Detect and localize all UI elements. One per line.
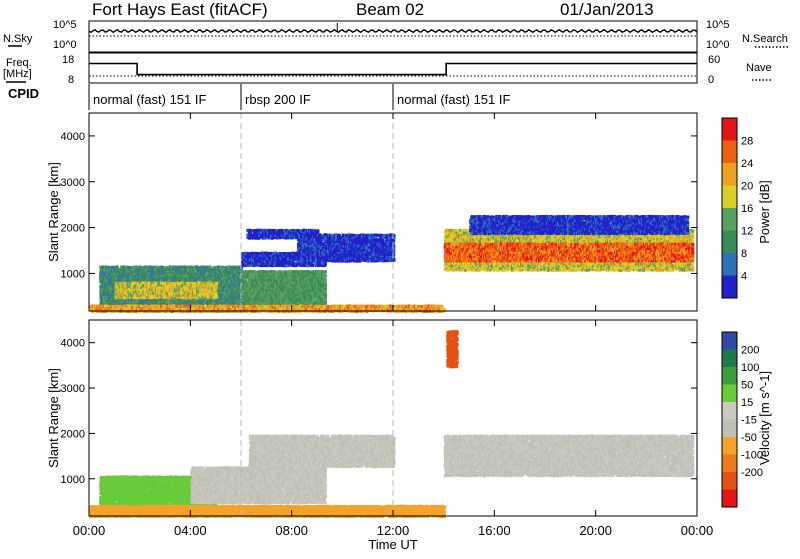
nsearch-tick-bottom: 10^0 [706, 39, 730, 51]
freq-unit-label: [MHz] [3, 68, 32, 80]
cpid-label: CPID [8, 86, 39, 101]
freq-tick-bottom: 8 [68, 74, 74, 86]
nsky-tick-bottom: 10^0 [53, 39, 77, 51]
nsky-line [89, 30, 697, 33]
power-pixel [215, 282, 218, 285]
date-title: 01/Jan/2013 [560, 0, 654, 19]
beam-title: Beam 02 [356, 0, 424, 19]
nsky-traces [89, 23, 697, 36]
nave-tick-top: 60 [708, 54, 720, 66]
freq-tick-top: 18 [62, 54, 74, 66]
nave-tick-bottom: 0 [708, 74, 714, 86]
nave-label: Nave [746, 62, 772, 74]
power-pixel [289, 270, 292, 273]
nsearch-tick-top: 10^5 [706, 19, 730, 31]
nsky-label: N.Sky [3, 33, 33, 45]
mode-label: normal (fast) 151 IF [397, 92, 510, 107]
power-pixel [311, 264, 314, 267]
mode-label: rbsp 200 IF [245, 92, 311, 107]
mode-label: normal (fast) 151 IF [93, 92, 206, 107]
nsky-tick-top: 10^5 [53, 19, 77, 31]
mode-boxes: normal (fast) 151 IF rbsp 200 IF normal (f… [89, 84, 510, 110]
freq-traces [89, 64, 697, 77]
freq-line [89, 64, 697, 75]
freq-panel: Freq. [MHz] Nave 18 8 60 0 [3, 53, 772, 86]
nsky-panel: N.Sky N.Search 10^5 10^0 10^5 10^0 [3, 19, 790, 52]
nsearch-label: N.Search [742, 33, 788, 45]
station-title: Fort Hays East (fitACF) [92, 0, 268, 19]
power-pixel [215, 294, 218, 297]
